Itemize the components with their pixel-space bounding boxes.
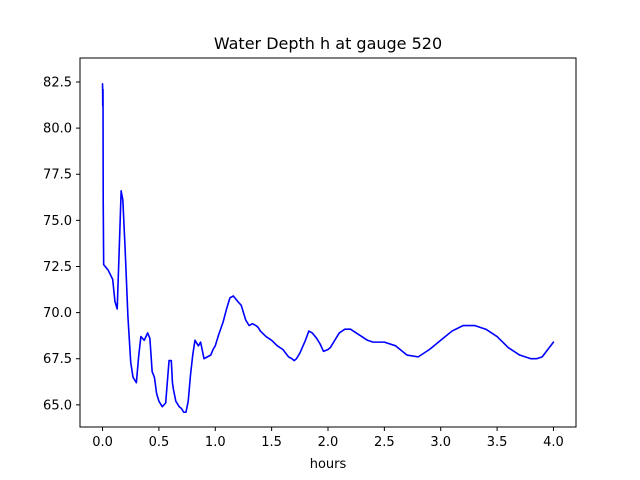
y-tick-label: 65.0 (43, 398, 72, 413)
x-tick-label: 0.5 (149, 435, 170, 450)
x-tick-label: 1.5 (261, 435, 282, 450)
y-tick-label: 70.0 (43, 306, 72, 321)
x-axis: 0.0 0.5 1.0 1.5 2.0 2.5 3.0 3.5 4.0 (92, 427, 564, 450)
y-tick-label: 77.5 (43, 168, 72, 183)
x-tick-label: 2.0 (318, 435, 339, 450)
x-tick-label: 4.0 (543, 435, 564, 450)
x-axis-label: hours (310, 457, 347, 472)
x-tick-label: 3.0 (430, 435, 451, 450)
y-axis: 65.0 67.5 70.0 72.5 75.0 77.5 80.0 82.5 (43, 75, 80, 413)
y-tick-label: 80.0 (43, 122, 72, 137)
x-tick-label: 1.0 (205, 435, 226, 450)
x-tick-label: 0.0 (92, 435, 113, 450)
y-tick-label: 72.5 (43, 260, 72, 275)
y-tick-label: 82.5 (43, 75, 72, 90)
series-line (101, 83, 555, 414)
y-tick-label: 67.5 (43, 352, 72, 367)
x-tick-label: 2.5 (374, 435, 395, 450)
x-tick-label: 3.5 (487, 435, 508, 450)
y-tick-label: 75.0 (43, 214, 72, 229)
chart-title: Water Depth h at gauge 520 (214, 34, 442, 53)
